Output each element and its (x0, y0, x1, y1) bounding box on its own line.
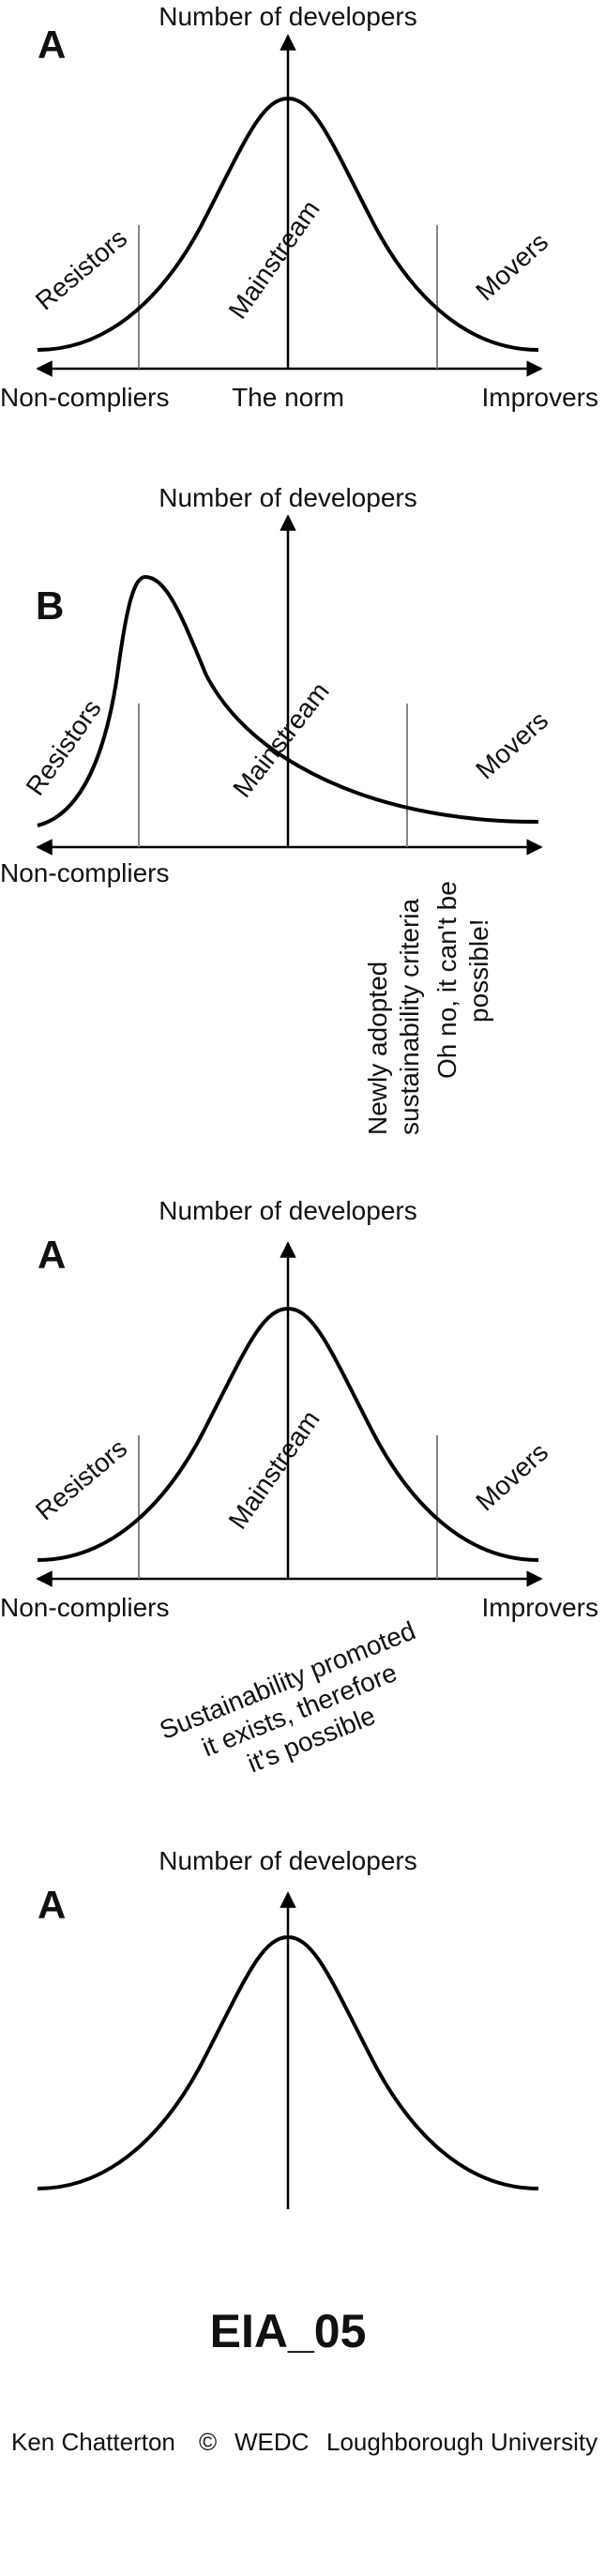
panel-3-segment-resistors: Resistors (30, 1433, 132, 1526)
panel-3-segment-mainstream: Mainstream (223, 1405, 325, 1535)
panel-1-y-axis-label: Number of developers (159, 2, 416, 31)
panel-1-segment-resistors: Resistors (30, 223, 132, 316)
panel-2-y-axis-label: Number of developers (159, 483, 416, 512)
panel-2-note-line-4: possible! (464, 918, 493, 1023)
panel-2: Number of developers B Resistors Mainstr… (0, 483, 553, 1135)
panel-4-bell-curve (37, 1934, 539, 2190)
panel-2-note: Newly adopted sustainability criteria Oh… (363, 881, 493, 1135)
panel-4: Number of developers A (37, 1846, 539, 2209)
panel-1-segment-movers: Movers (470, 227, 553, 306)
panel-1-letter: A (38, 23, 66, 67)
footer-author: Ken Chatterton (11, 2428, 175, 2456)
panel-2-x-left-label: Non-compliers (0, 858, 170, 887)
panel-1-x-right-label: Improvers (482, 383, 598, 412)
panel-1-segment-mainstream: Mainstream (223, 195, 325, 325)
footer-university: Loughborough University (326, 2428, 597, 2456)
panel-2-letter: B (36, 583, 64, 628)
panel-1-bell-curve (37, 96, 539, 352)
footer-copyright: © (199, 2428, 217, 2456)
panel-4-letter: A (38, 1883, 66, 1927)
panel-1-x-left-label: Non-compliers (0, 383, 170, 412)
footer-org: WEDC (234, 2428, 309, 2456)
panel-3-letter: A (38, 1233, 66, 1277)
panel-1: A Number of developers Resistors Mainstr… (0, 2, 598, 412)
panel-2-note-line-2: sustainability criteria (395, 898, 424, 1135)
panel-3: Number of developers A Resistors Mainstr… (0, 1196, 598, 1779)
panel-3-bell-curve (37, 1306, 539, 1562)
panel-2-note-line-1: Newly adopted (363, 962, 392, 1135)
panel-3-x-left-label: Non-compliers (0, 1593, 170, 1622)
panel-2-skewed-curve (37, 574, 539, 827)
panel-4-y-axis-label: Number of developers (159, 1846, 416, 1875)
panel-2-segment-resistors: Resistors (21, 694, 107, 800)
panel-3-y-axis-label: Number of developers (159, 1196, 416, 1225)
panel-3-segment-movers: Movers (470, 1437, 553, 1516)
panel-2-note-line-3: Oh no, it can't be (432, 881, 461, 1079)
footer: Ken Chatterton © WEDC Loughborough Unive… (11, 2428, 597, 2456)
panel-2-segment-mainstream: Mainstream (227, 676, 334, 802)
panel-2-segment-movers: Movers (470, 705, 553, 784)
diagram-title: EIA_05 (210, 2305, 367, 2357)
panel-3-note: Sustainability promoted it exists, there… (156, 1615, 419, 1778)
panel-3-x-right-label: Improvers (482, 1593, 598, 1622)
panel-1-x-center-label: The norm (232, 383, 344, 412)
